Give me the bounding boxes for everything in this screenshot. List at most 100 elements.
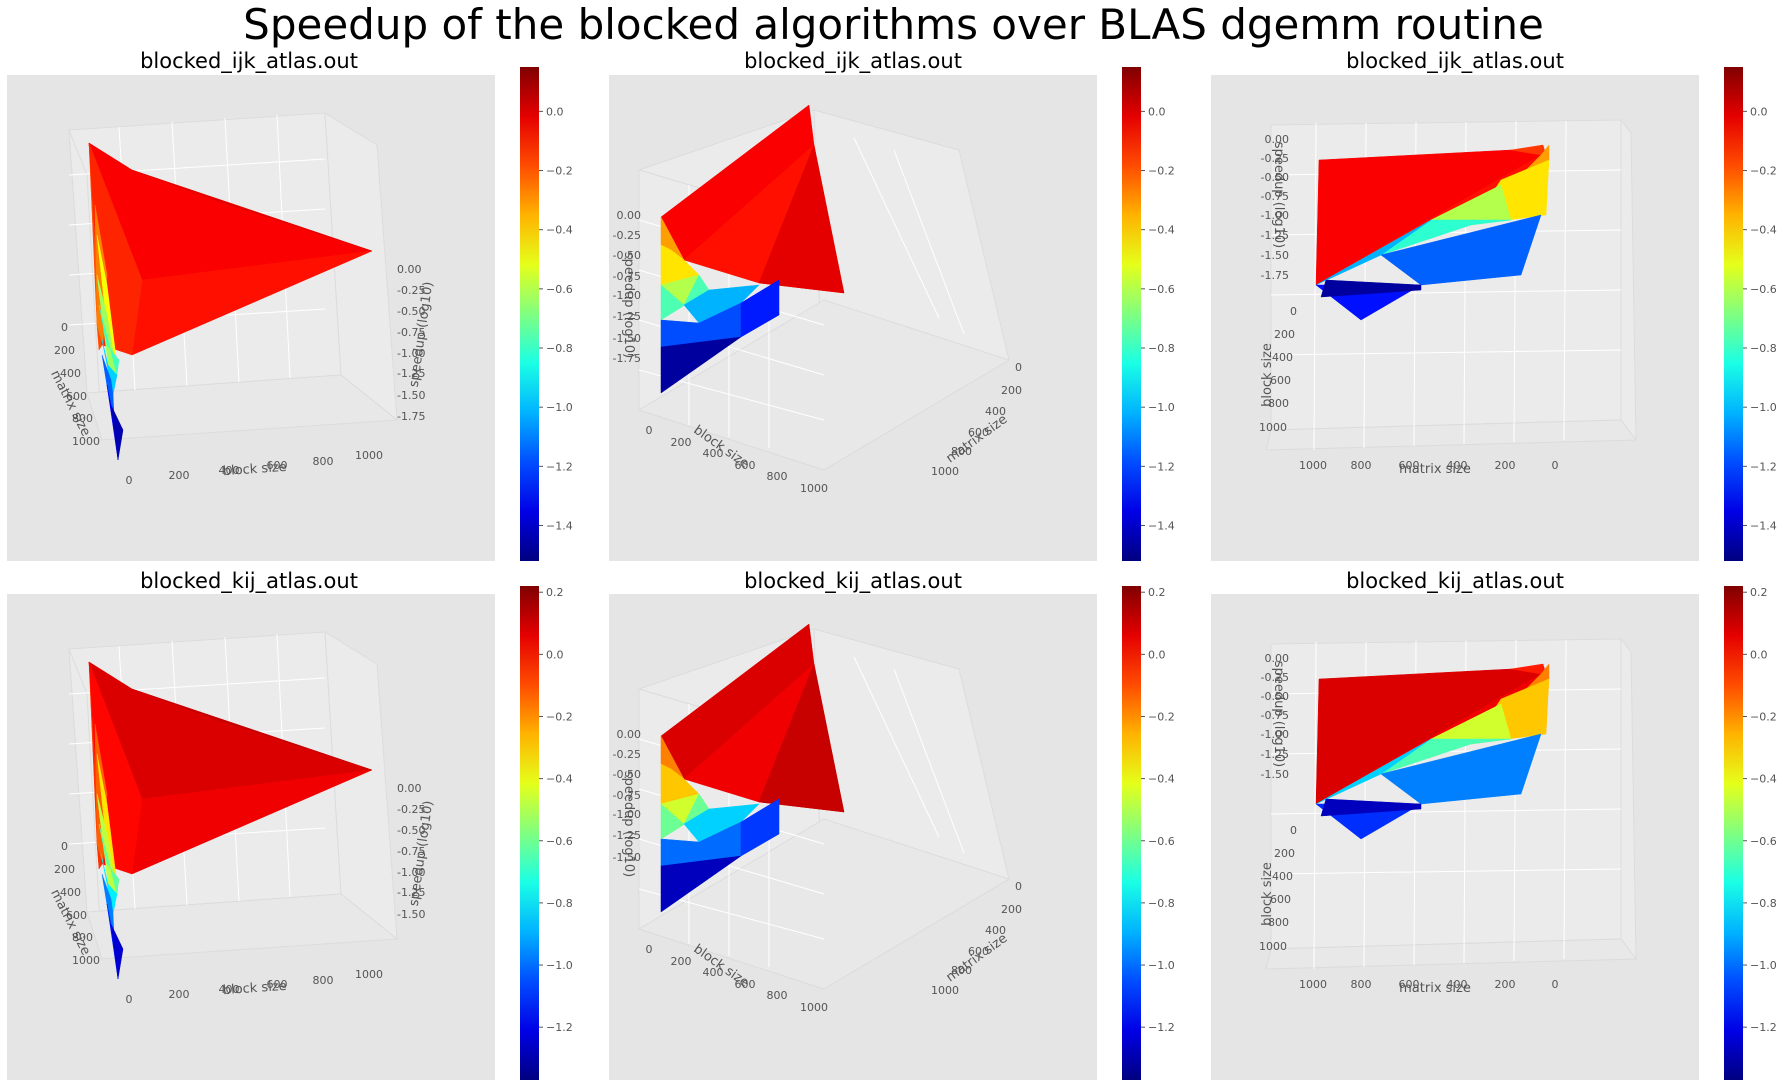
colorbar-tick-label: −1.0 xyxy=(1148,959,1175,972)
colorbar-tick-label: −0.2 xyxy=(1750,165,1777,178)
z-tick-label: -0.50 xyxy=(397,824,425,837)
surface-plot-panel: 1000 800 600 400 200 0 0 200 400 600 800 1000 0.00 -0… xyxy=(1211,75,1699,561)
colorbar-strip xyxy=(520,586,539,1080)
colorbar: 0.0 −0.2 −0.4 −0.6 −0.8 −1.0 −1.2 −1.4 xyxy=(1724,67,1777,561)
surface-facet xyxy=(1380,733,1542,805)
panel-title: blocked_kij_atlas.out xyxy=(140,569,358,593)
colorbar-tick-label: −1.2 xyxy=(1750,460,1777,473)
floor-pane xyxy=(86,374,399,441)
panel-title: blocked_ijk_atlas.out xyxy=(744,49,962,73)
surface-facet xyxy=(1380,214,1542,286)
colorbar-tick-label: −0.8 xyxy=(1750,342,1777,355)
x-tick-label: 400 xyxy=(703,966,724,979)
x-tick-label: 0 xyxy=(646,424,653,437)
x-tick-label: 0 xyxy=(1552,459,1559,472)
colorbar-tick-label: −1.4 xyxy=(1148,520,1175,533)
figure-title: Speedup of the blocked algorithms over B… xyxy=(243,0,1544,49)
colorbar-tick-label: −1.0 xyxy=(546,959,573,972)
surface-facet xyxy=(1320,798,1422,817)
y-tick-label: 0 xyxy=(1290,824,1297,837)
surface-facet xyxy=(683,803,760,843)
z-tick-label: -1.00 xyxy=(613,808,641,821)
x-tick-label: 1000 xyxy=(1299,459,1327,472)
y-tick-label: 600 xyxy=(1270,893,1291,906)
colorbar-tick-label: −1.2 xyxy=(1148,460,1175,473)
z-tick-label: -0.75 xyxy=(397,326,425,339)
y-axis-label: block size xyxy=(1260,343,1275,407)
x-tick-label: 800 xyxy=(72,412,93,425)
z-tick-label: -0.75 xyxy=(1261,190,1289,203)
colorbar-tick-label: −1.0 xyxy=(1750,959,1777,972)
y-tick-label: 200 xyxy=(169,988,190,1001)
z-tick-label: -1.50 xyxy=(613,851,641,864)
z-tick-label: -0.75 xyxy=(613,789,641,802)
z-tick-label: -0.25 xyxy=(613,748,641,761)
x-tick-label: 400 xyxy=(1447,459,1468,472)
z-tick-label: -1.50 xyxy=(1261,249,1289,262)
x-tick-label: 200 xyxy=(1495,459,1516,472)
surface-facet xyxy=(683,284,760,324)
surface-plot-panel: 0 200 400 600 800 1000 0 200 400 600 800 1000 0.00 -0… xyxy=(7,75,495,561)
surface-facet xyxy=(660,793,710,840)
surface-plot-panel: 0 200 400 600 800 1000 0 200 400 600 800 1000 0.00 -0… xyxy=(609,594,1097,1080)
x-tick-label: 400 xyxy=(1447,978,1468,991)
z-tick-label: -1.00 xyxy=(613,289,641,302)
z-tick-label: -0.50 xyxy=(613,249,641,262)
y-tick-label: 400 xyxy=(219,983,240,996)
z-tick-label: -1.00 xyxy=(397,866,425,879)
y-tick-label: 600 xyxy=(267,459,288,472)
grid-line xyxy=(1270,349,1622,356)
x-tick-label: 200 xyxy=(671,436,692,449)
colorbar-tick-label: −0.8 xyxy=(546,897,573,910)
colorbar-tick-label: 0.2 xyxy=(1750,586,1768,599)
x-tick-label: 800 xyxy=(767,470,788,483)
z-tick-label: -1.25 xyxy=(613,829,641,842)
surface-facet xyxy=(1320,279,1422,298)
x-tick-label: 200 xyxy=(1495,978,1516,991)
z-tick-label: 0.00 xyxy=(397,782,422,795)
z-tick-label: -1.75 xyxy=(397,410,425,423)
y-tick-label: 400 xyxy=(1272,351,1293,364)
colorbar-tick-label: −1.2 xyxy=(1750,1021,1777,1034)
colorbar-tick-label: −1.2 xyxy=(546,460,573,473)
colorbar-tick-label: −0.8 xyxy=(1750,897,1777,910)
x-tick-label: 1000 xyxy=(1299,978,1327,991)
z-tick-label: -1.00 xyxy=(397,347,425,360)
floor-pane xyxy=(1265,419,1637,451)
z-tick-label: -1.25 xyxy=(397,367,425,380)
panel-title: blocked_ijk_atlas.out xyxy=(1346,49,1564,73)
surface-plot-panel: 0 200 400 600 800 1000 0 200 400 600 800 1000 0.00 -0… xyxy=(7,594,495,1080)
y-tick-label: 200 xyxy=(1001,384,1022,397)
colorbar-tick-label: 0.0 xyxy=(546,105,564,118)
grid-line xyxy=(1563,639,1567,960)
x-tick-label: 800 xyxy=(72,931,93,944)
colorbar-tick-label: −1.4 xyxy=(546,520,573,533)
surface-facet xyxy=(740,798,780,857)
colorbar-tick-label: −0.2 xyxy=(546,165,573,178)
z-tick-label: 0.00 xyxy=(1265,652,1290,665)
z-tick-label: -1.25 xyxy=(1261,748,1289,761)
x-tick-label: 600 xyxy=(66,390,87,403)
y-tick-label: 800 xyxy=(1268,397,1289,410)
colorbar-tick-label: 0.0 xyxy=(1148,105,1166,118)
z-tick-label: -1.00 xyxy=(1261,209,1289,222)
colorbar-tick-label: −0.8 xyxy=(1148,897,1175,910)
z-tick-label: -0.25 xyxy=(397,803,425,816)
x-tick-label: 400 xyxy=(60,367,81,380)
y-tick-label: 1000 xyxy=(931,984,959,997)
colorbar: 0.0 −0.2 −0.4 −0.6 −0.8 −1.0 −1.2 −1.4 xyxy=(520,67,573,561)
grid-line xyxy=(853,137,940,319)
y-tick-label: 400 xyxy=(1272,870,1293,883)
colorbar-tick-label: −0.8 xyxy=(546,342,573,355)
y-tick-label: 1000 xyxy=(1259,421,1287,434)
colorbar-tick-label: −1.4 xyxy=(1750,520,1777,533)
colorbar: 0.2 0.0 −0.2 −0.4 −0.6 −0.8 −1.0 −1.2 xyxy=(1122,586,1175,1080)
x-tick-label: 800 xyxy=(767,989,788,1002)
z-tick-label: 0.00 xyxy=(617,728,642,741)
panel-title: blocked_kij_atlas.out xyxy=(1346,569,1564,593)
x-tick-label: 0 xyxy=(61,321,68,334)
x-axis-label: matrix size xyxy=(1399,462,1471,477)
y-tick-label: 0 xyxy=(126,474,133,487)
x-tick-label: 400 xyxy=(703,447,724,460)
colorbar-tick-label: 0.0 xyxy=(1148,648,1166,661)
